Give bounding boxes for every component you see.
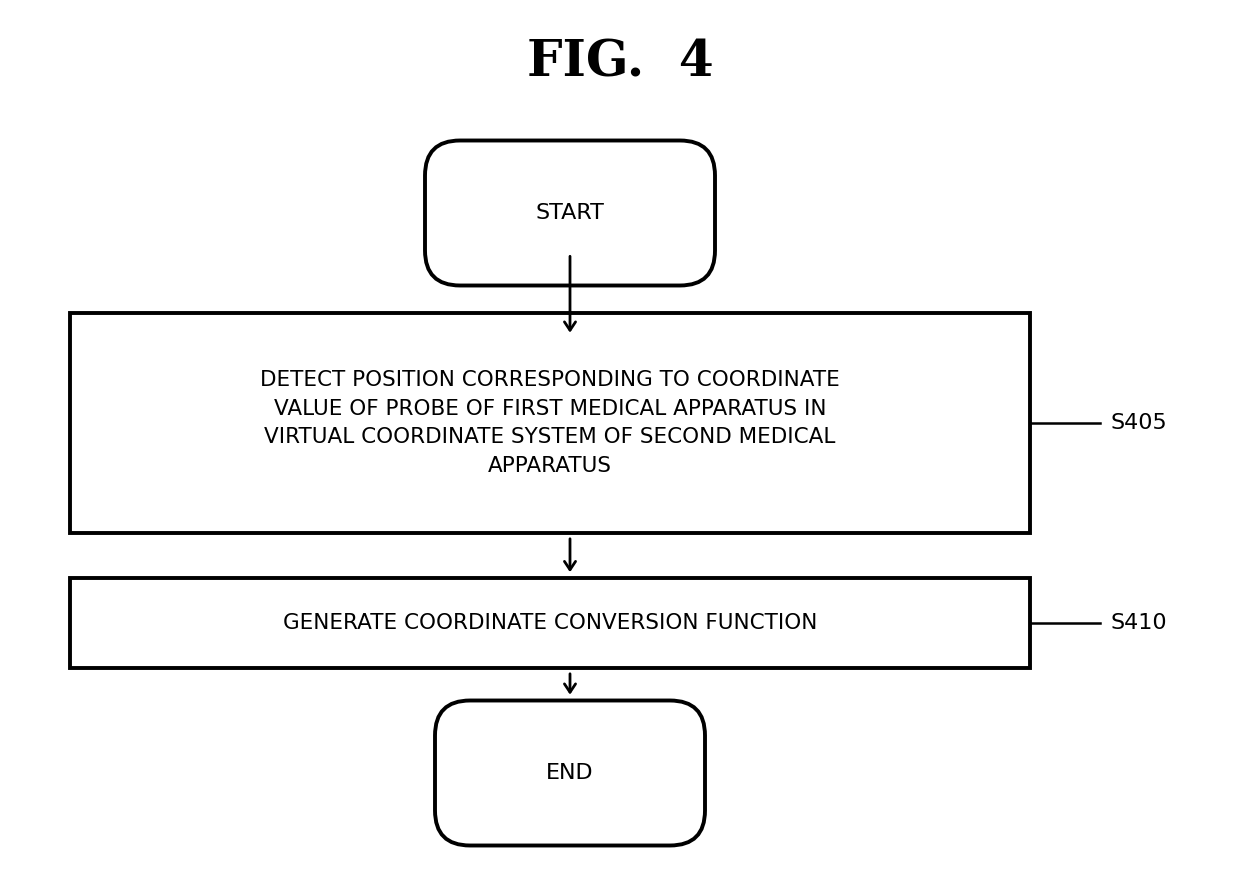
Text: START: START — [536, 203, 604, 223]
Text: S405: S405 — [1110, 413, 1167, 433]
Text: END: END — [546, 763, 594, 783]
Bar — [69, 313, 1030, 533]
Text: GENERATE COORDINATE CONVERSION FUNCTION: GENERATE COORDINATE CONVERSION FUNCTION — [283, 613, 817, 633]
FancyBboxPatch shape — [425, 140, 715, 285]
FancyBboxPatch shape — [435, 700, 706, 846]
Bar — [69, 578, 1030, 668]
Text: DETECT POSITION CORRESPONDING TO COORDINATE
VALUE OF PROBE OF FIRST MEDICAL APPA: DETECT POSITION CORRESPONDING TO COORDIN… — [260, 370, 839, 476]
Text: FIG.  4: FIG. 4 — [527, 39, 713, 87]
Text: S410: S410 — [1110, 613, 1167, 633]
